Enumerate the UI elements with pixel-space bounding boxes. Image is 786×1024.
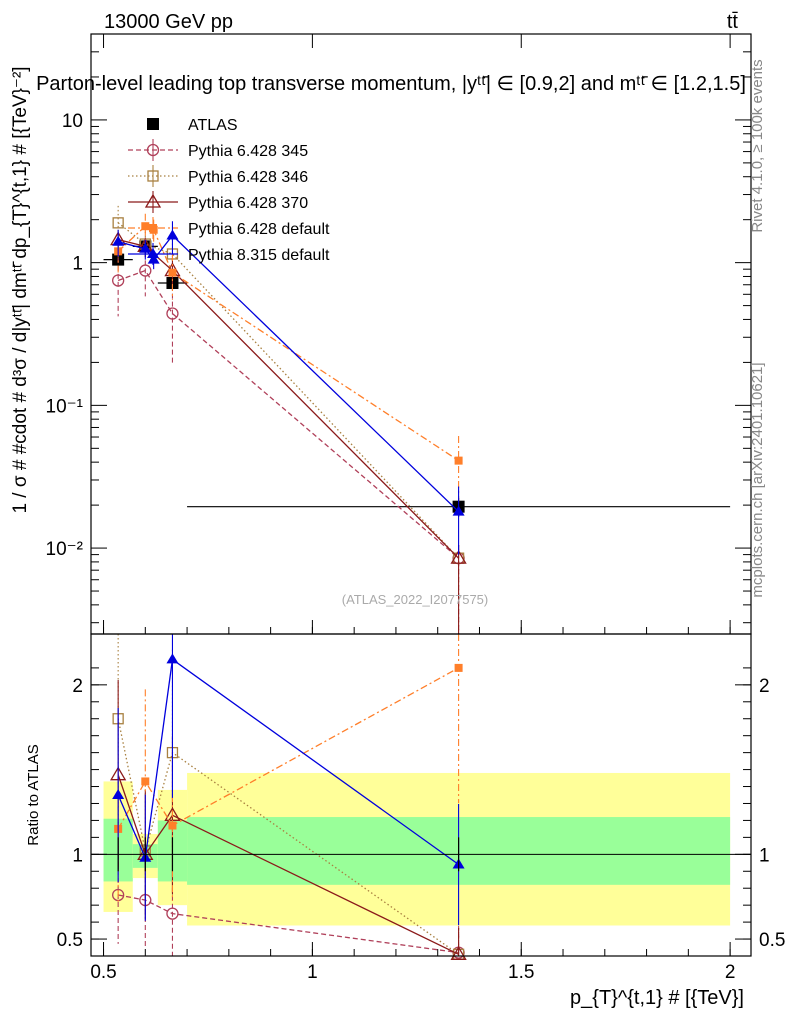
process-label: tt̄ [727, 11, 739, 33]
legend: ATLAS Pythia 6.428 345 Pythia 6.428 346 Pyt… [128, 117, 330, 265]
legend-marker [147, 170, 159, 182]
legend-marker [147, 248, 159, 258]
series-py8_default [112, 221, 465, 555]
py8_default-ratio-point [166, 653, 179, 664]
py8_default-point [112, 235, 125, 246]
series-py6_345 [112, 252, 465, 634]
py8_default-point [147, 253, 160, 264]
x-tick-label: 0.5 [90, 962, 116, 983]
py6_default-ratio-point [168, 821, 177, 830]
py6_370-ratio-line [117, 774, 459, 955]
ratio-y-axis-label: Ratio to ATLAS [25, 744, 42, 845]
py6_345-ratio-point [166, 907, 179, 920]
beam-label: 13000 GeV pp [104, 11, 233, 33]
py6_370-line [117, 238, 460, 559]
legend-marker-atlas [147, 118, 159, 130]
py6_default-ratio-line [117, 667, 459, 830]
legend-marker [144, 193, 162, 208]
py6_345-point [166, 307, 179, 320]
legend-marker [149, 224, 157, 232]
axes-ticks: 0.5 1 1.5 2 10⁻² 10⁻¹ 1 10 0.5 0.5 1 1 2 2 [46, 33, 785, 983]
main-panel-series [103, 205, 731, 634]
main-y-axis-label: 1 / σ # #cdot # d³σ / d|yᵗᵗ̄| dmᵗᵗ̄ dp_{… [10, 66, 31, 513]
ratio-panel-frame [90, 633, 752, 957]
py6_default-point [454, 456, 463, 465]
legend-label: ATLAS [188, 117, 238, 134]
ratio-panel-series [110, 634, 467, 960]
py6_346-point [112, 217, 124, 229]
y-tick-label: 10⁻² [46, 539, 84, 560]
mcplots-credit-label: mcplots.cern.ch [arXiv:2401.10621] [749, 362, 766, 597]
py6_370-ratio-point [450, 946, 467, 960]
legend-entry-py6_370: Pythia 6.428 370 [128, 191, 308, 213]
legend-label: Pythia 8.315 default [188, 247, 330, 264]
py8_default-line [117, 234, 460, 513]
legend-entry-atlas: ATLAS [147, 117, 238, 134]
legend-entry-py6_345: Pythia 6.428 345 [128, 139, 308, 161]
legend-label: Pythia 6.428 default [188, 221, 330, 238]
py6_default-ratio-point [141, 777, 150, 786]
legend-marker [146, 143, 160, 157]
series-py6_370 [110, 231, 467, 634]
py6_345-point [139, 264, 152, 277]
legend-entry-py6_default: Pythia 6.428 default [128, 217, 330, 239]
plot-title: Parton-level leading top transverse mome… [36, 73, 746, 95]
py6_default-point [168, 268, 177, 277]
ratio-y-tick-label-right: 1 [759, 845, 770, 866]
series-atlas [103, 240, 731, 518]
py8_default-point [166, 229, 179, 240]
legend-label: Pythia 6.428 370 [188, 195, 308, 212]
py8_default-point [139, 242, 152, 253]
x-tick-label: 1.5 [508, 962, 534, 983]
py8_default-ratio-line [117, 658, 459, 866]
ratio-y-tick-label: 2 [72, 676, 83, 697]
py6_default-point [141, 222, 150, 231]
py8_default-ratio-point [112, 789, 125, 799]
x-tick-label: 2 [725, 962, 736, 983]
ratio-y-tick-label-right: 0.5 [759, 930, 785, 951]
ratio-y-tick-label: 1 [72, 845, 83, 866]
py6_345-ratio-line [118, 894, 459, 954]
py6_345-line [117, 269, 460, 559]
legend-label: Pythia 6.428 345 [188, 143, 308, 160]
y-tick-label: 10⁻¹ [46, 396, 84, 417]
legend-entry-py8_default: Pythia 8.315 default [128, 243, 330, 265]
ratio-uncertainty-bands [103, 772, 731, 926]
py6_346-line [117, 222, 460, 559]
y-tick-label: 1 [72, 254, 83, 275]
ratio-y-tick-label-right: 2 [759, 676, 770, 697]
x-axis-label: p_{T}^{t,1} # [{TeV}] [570, 987, 744, 1009]
py6_345-point [112, 274, 125, 287]
ratio-y-tick-label: 0.5 [57, 930, 83, 951]
y-tick-label: 10 [62, 111, 83, 132]
analysis-watermark: (ATLAS_2022_I2077575) [342, 592, 488, 607]
series-py6_346 [112, 205, 465, 634]
py6_default-ratio-point [454, 663, 463, 672]
legend-label: Pythia 6.428 346 [188, 169, 308, 186]
py8_default-point [452, 505, 465, 516]
rivet-version-label: Rivet 4.1.0, ≥ 100k events [749, 59, 766, 232]
py6_370-point [450, 549, 467, 564]
legend-entry-py6_346: Pythia 6.428 346 [128, 165, 308, 187]
x-tick-label: 1 [307, 962, 318, 983]
